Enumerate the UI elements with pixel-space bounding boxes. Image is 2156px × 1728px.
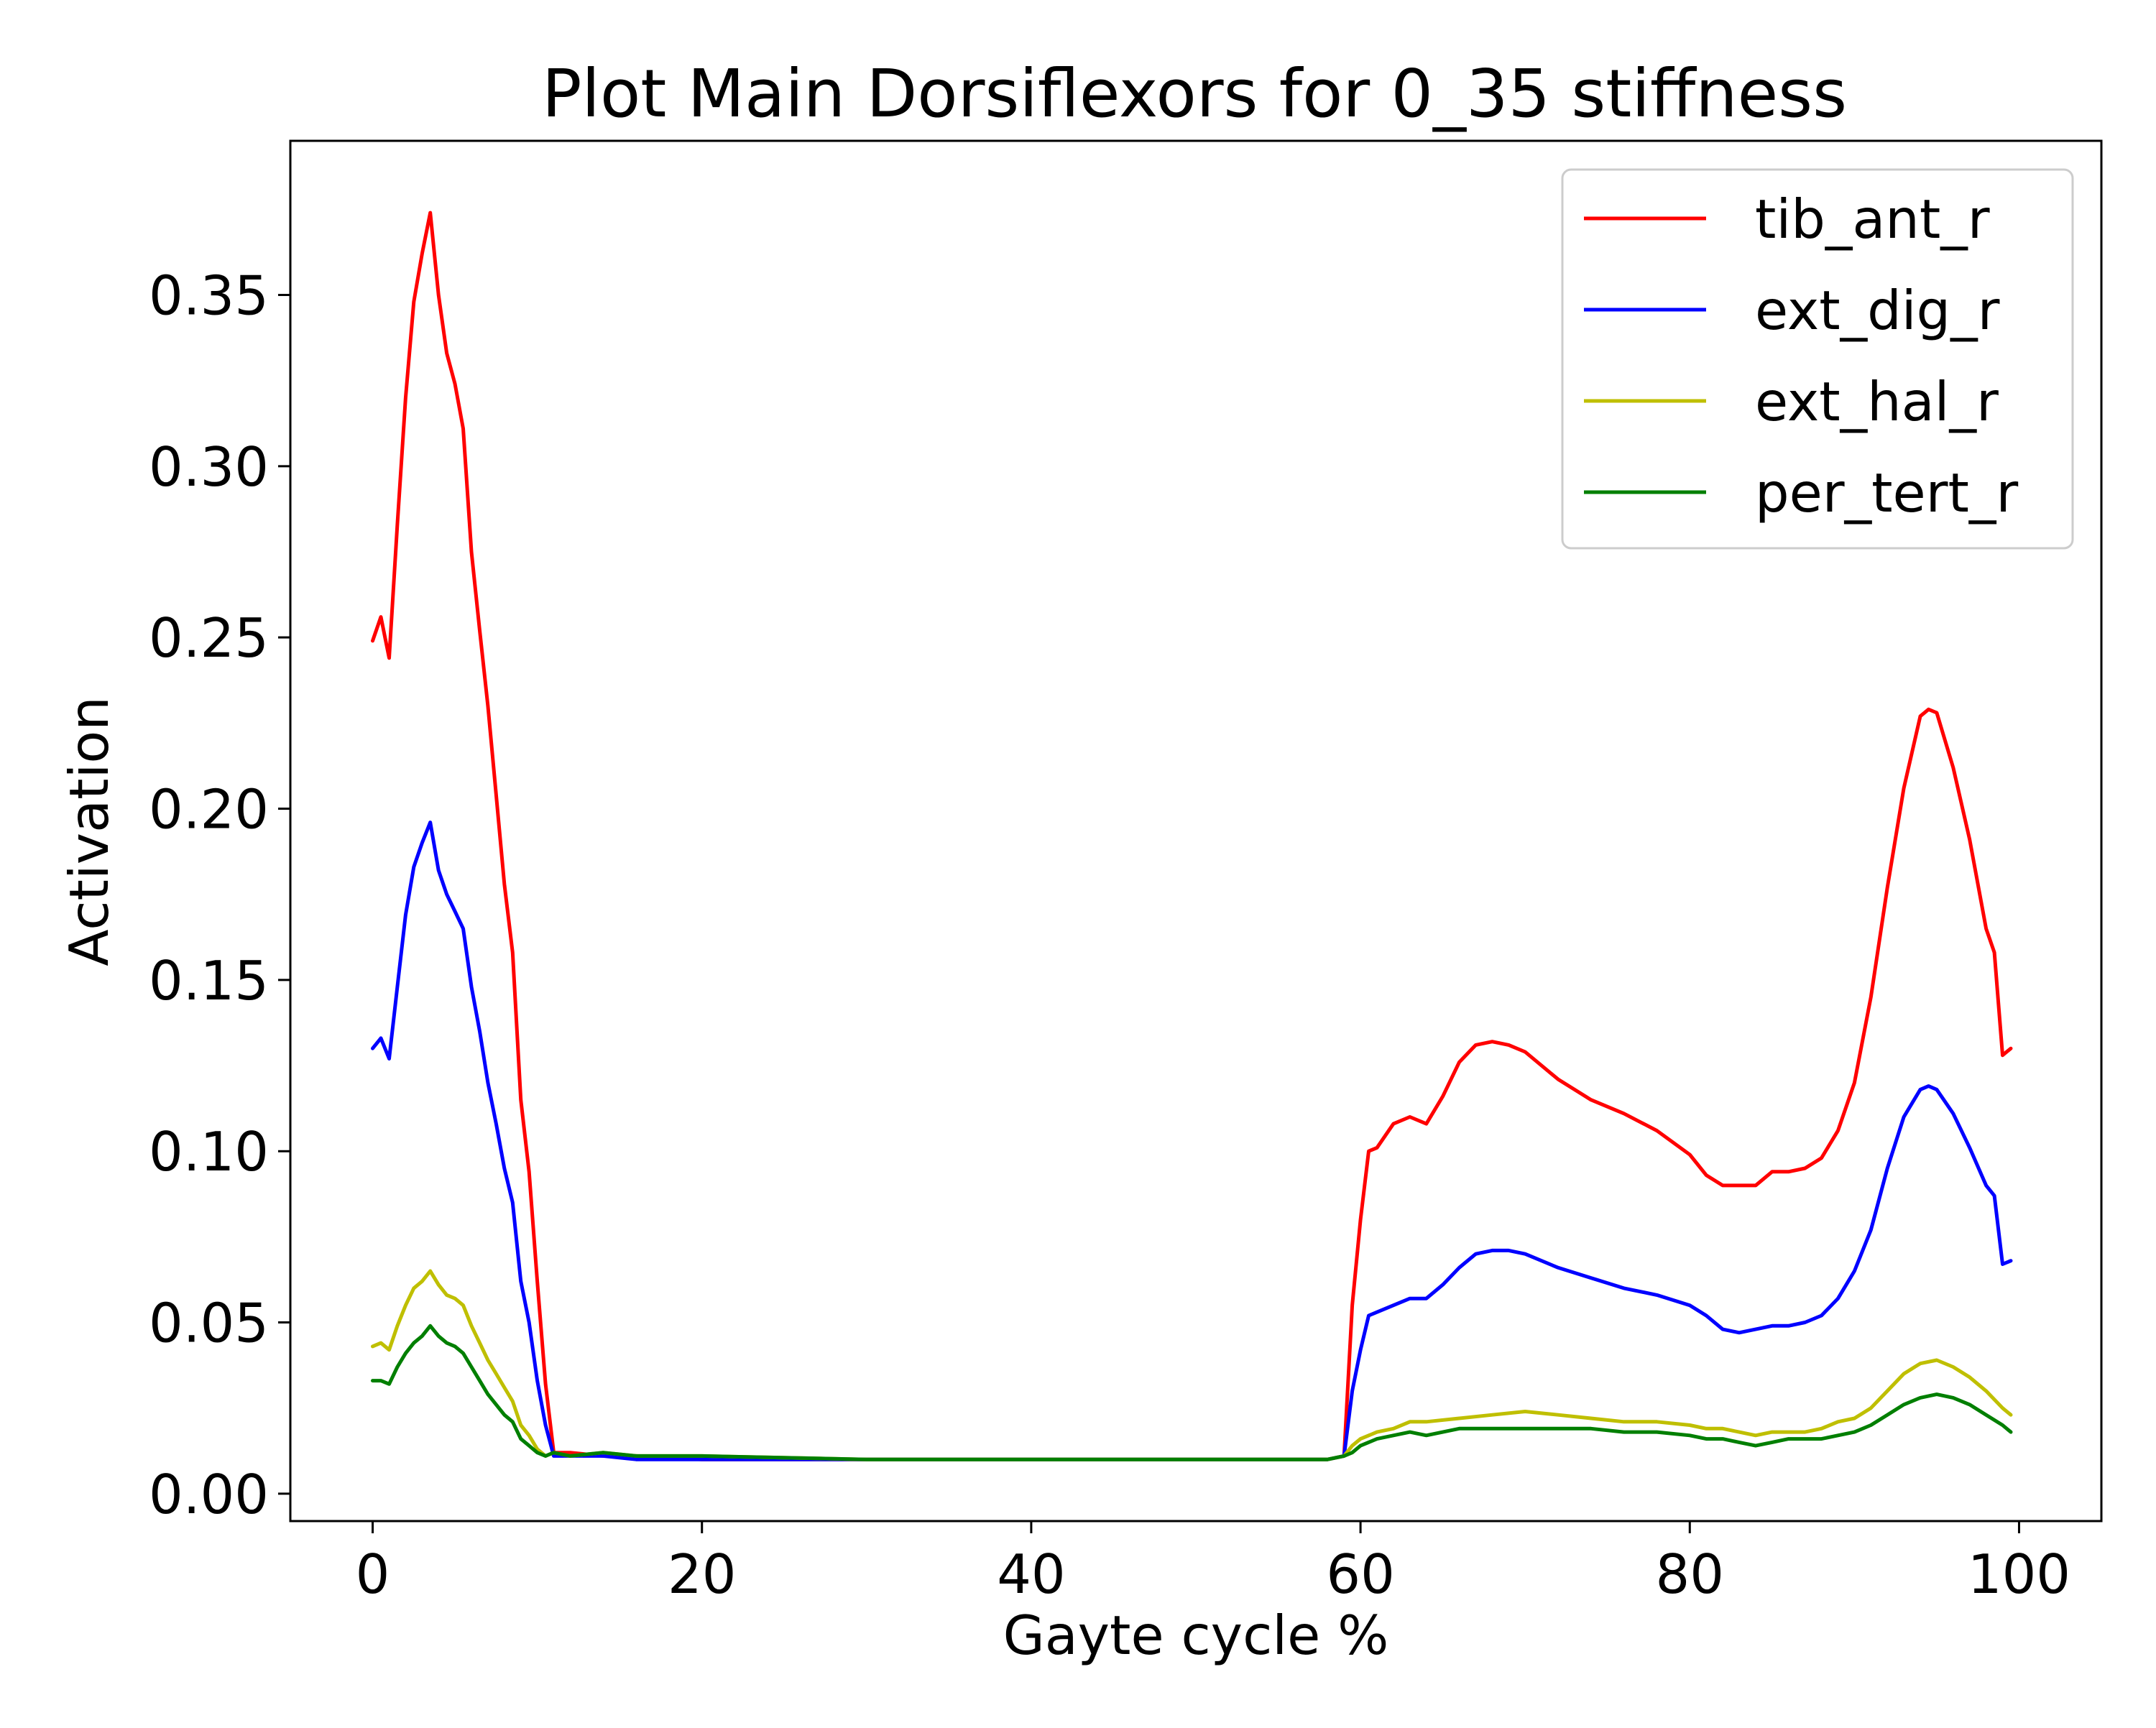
x-tick-label: 0 <box>356 1543 390 1606</box>
axis-ticks: 0 20 40 60 80 100 0.00 0.05 0.10 0.15 0.20 0.25 0.30… <box>149 264 2070 1606</box>
plot-frame <box>289 139 2103 1523</box>
y-tick-label: 0.15 <box>149 949 269 1012</box>
x-tick-label: 80 <box>1656 1543 1724 1606</box>
y-tick-label: 0.35 <box>149 264 269 328</box>
x-tick-label: 20 <box>668 1543 736 1606</box>
chart-title: Plot Main Dorsiflexors for 0_35 stiffnes… <box>542 55 1847 132</box>
plot-area <box>371 211 2013 1461</box>
y-tick-label: 0.30 <box>149 435 269 499</box>
y-tick-label: 0.10 <box>149 1120 269 1183</box>
x-tick-label: 40 <box>997 1543 1065 1606</box>
legend-label: tib_ant_r <box>1755 188 1990 251</box>
y-axis-label: Activation <box>57 696 121 966</box>
series-line-ext-hal-r <box>371 1269 2013 1461</box>
legend-label: ext_dig_r <box>1755 279 2000 342</box>
y-tick-label: 0.25 <box>149 606 269 670</box>
y-tick-label: 0.00 <box>149 1463 269 1526</box>
legend-label: per_tert_r <box>1755 461 2018 525</box>
x-axis-label: Gayte cycle % <box>1003 1604 1389 1667</box>
legend-label: ext_hal_r <box>1755 370 1999 433</box>
y-tick-label: 0.05 <box>149 1292 269 1355</box>
series-line-ext-dig-r <box>371 821 2013 1461</box>
legend: tib_ant_r ext_dig_r ext_hal_r per_tert_r <box>1561 168 2074 550</box>
series-line-per-tert-r <box>371 1323 2013 1461</box>
y-tick-label: 0.20 <box>149 778 269 841</box>
legend-box <box>1561 168 2074 550</box>
series-line-tib-ant-r <box>371 211 2013 1461</box>
x-tick-label: 100 <box>1968 1543 2070 1606</box>
x-tick-label: 60 <box>1326 1543 1394 1606</box>
